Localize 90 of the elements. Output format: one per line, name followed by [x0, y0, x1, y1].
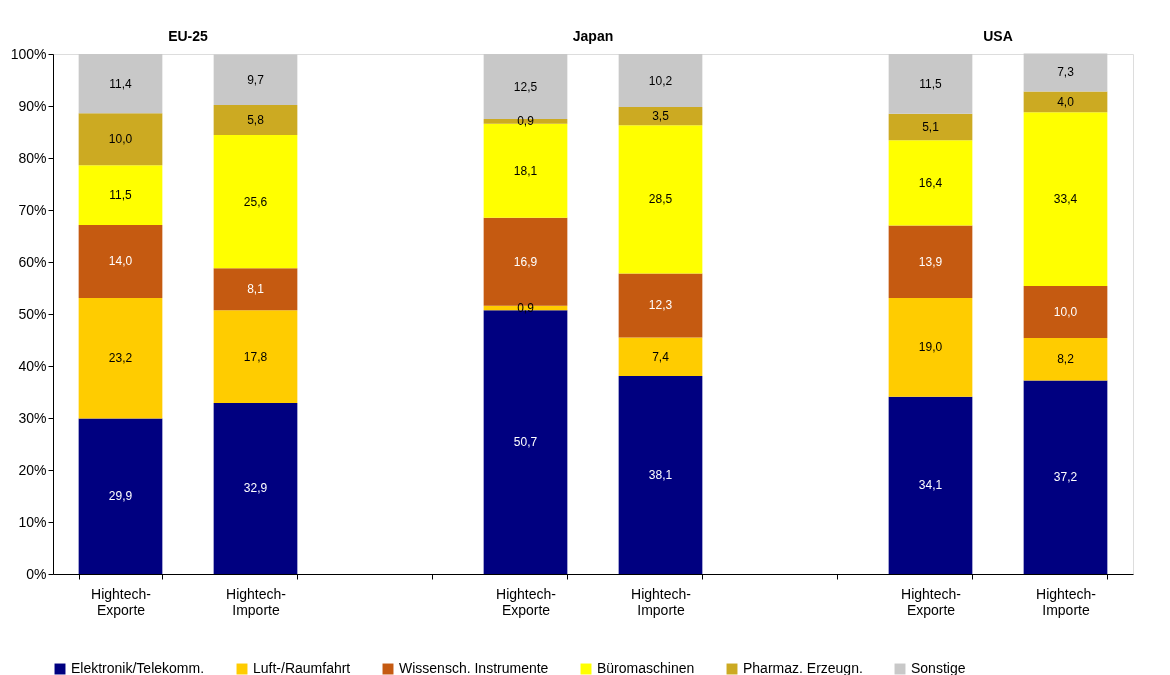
bar	[888, 140, 973, 226]
bar	[1023, 112, 1108, 286]
data-label: 50,7	[513, 435, 538, 450]
bar	[888, 54, 973, 114]
data-label: 5,8	[247, 113, 265, 128]
legend-label: Elektronik/Telekomm.	[71, 660, 205, 675]
bar	[78, 418, 163, 574]
text: Japan	[572, 28, 614, 44]
bar	[888, 225, 973, 298]
y-tick-label: 40%	[18, 357, 47, 374]
legend-label: Büromaschinen	[597, 660, 695, 675]
bar	[78, 113, 163, 166]
y-tick-label: 70%	[18, 201, 47, 218]
data-label: 16,9	[513, 254, 538, 269]
data-label: 8,1	[247, 282, 265, 297]
bar	[213, 268, 298, 311]
bar	[78, 54, 163, 114]
bar	[888, 113, 973, 141]
bar	[213, 104, 298, 136]
bar	[618, 375, 703, 574]
y-tick-label: 20%	[18, 461, 47, 478]
data-label: 10,0	[1053, 304, 1078, 319]
x-tick-label: Hightech-Importe	[226, 585, 287, 618]
data-label: 14,0	[108, 254, 133, 269]
legend-label: Wissensch. Instrumente	[399, 660, 549, 675]
data-label: 18,1	[513, 163, 538, 178]
bar	[78, 297, 163, 419]
data-label: 11,4	[109, 76, 133, 91]
bar	[213, 135, 298, 269]
bar	[78, 165, 163, 226]
data-label: 33,4	[1053, 192, 1078, 207]
y-tick-label: 80%	[18, 149, 47, 166]
legend-label: Luft-/Raumfahrt	[253, 660, 351, 675]
data-label: 3,5	[652, 109, 670, 124]
x-tick-label: Hightech-Exporte	[496, 585, 557, 618]
data-label: 13,9	[918, 254, 943, 269]
data-label: 10,2	[648, 73, 673, 88]
data-label: 7,3	[1057, 65, 1075, 80]
bar	[888, 396, 973, 574]
bar	[213, 310, 298, 403]
bar	[213, 402, 298, 574]
data-label: 7,4	[652, 349, 670, 364]
bar	[618, 54, 703, 108]
y-tick-label: 90%	[18, 97, 47, 114]
x-tick-label: Hightech-Exporte	[901, 585, 962, 618]
data-label: 11,5	[919, 76, 943, 91]
bar	[618, 337, 703, 376]
data-label: 11,5	[109, 188, 133, 203]
bar	[1023, 337, 1108, 381]
x-tick-label: Hightech-Importe	[631, 585, 692, 618]
legend-label: Sonstige	[911, 660, 966, 675]
bar	[618, 107, 703, 126]
text: EU-25	[168, 28, 209, 44]
y-tick-label: 100%	[10, 45, 47, 62]
data-label: 8,2	[1057, 352, 1075, 367]
x-tick-label: Hightech-Importe	[1036, 585, 1097, 618]
data-label: 37,2	[1053, 470, 1078, 485]
bar	[1023, 53, 1108, 92]
y-tick-label: 10%	[18, 513, 47, 530]
data-label: 34,1	[918, 478, 943, 493]
data-label: 29,9	[108, 489, 133, 504]
x-tick-label: Hightech-Exporte	[91, 585, 152, 618]
bar	[1023, 285, 1108, 338]
data-label: 5,1	[922, 120, 940, 135]
data-label: 25,6	[243, 194, 268, 209]
data-label: 12,5	[513, 79, 538, 94]
data-label: 10,0	[108, 132, 133, 147]
bar	[618, 125, 703, 274]
bar	[213, 54, 298, 105]
bar	[1023, 380, 1108, 574]
y-tick-label: 50%	[18, 305, 47, 322]
y-tick-label: 0%	[26, 565, 47, 582]
data-label: 4,0	[1057, 94, 1075, 109]
bar	[888, 297, 973, 397]
bar	[78, 225, 163, 298]
data-label: 16,4	[918, 175, 943, 190]
legend-label: Pharmaz. Erzeugn.	[743, 660, 863, 675]
bar	[618, 273, 703, 338]
data-label: 12,3	[648, 298, 673, 313]
data-label: 32,9	[243, 481, 268, 496]
data-label: 9,7	[247, 72, 265, 87]
text: USA	[983, 28, 1013, 44]
data-label: 17,8	[243, 349, 268, 364]
data-label: 19,0	[918, 340, 943, 355]
data-label: 38,1	[648, 467, 673, 482]
bar	[1023, 91, 1108, 113]
y-tick-label: 30%	[18, 409, 47, 426]
data-label: 23,2	[108, 351, 133, 366]
data-label: 28,5	[648, 192, 673, 207]
y-tick-label: 60%	[18, 253, 47, 270]
